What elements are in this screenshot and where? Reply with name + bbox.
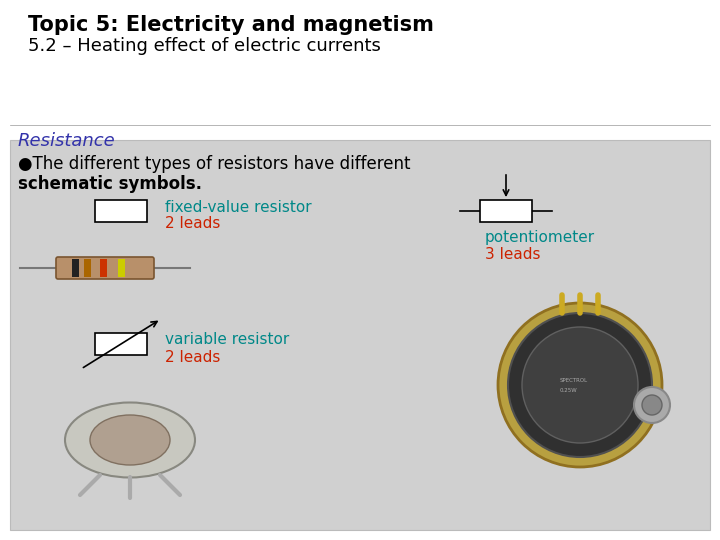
Bar [118,259,125,277]
Bar [84,259,91,277]
Circle shape [498,303,662,467]
FancyBboxPatch shape [56,257,154,279]
Circle shape [642,395,662,415]
Text: 0.25W: 0.25W [560,388,577,393]
Bar [95,200,147,222]
Text: potentiometer: potentiometer [485,230,595,245]
Bar [72,259,79,277]
Text: variable resistor: variable resistor [165,333,289,348]
Bar [100,259,107,277]
Text: 5.2 – Heating effect of electric currents: 5.2 – Heating effect of electric current… [28,37,381,55]
Text: fixed-value resistor: fixed-value resistor [165,199,312,214]
Text: schematic symbols.: schematic symbols. [18,175,202,193]
Circle shape [634,387,670,423]
Circle shape [508,313,652,457]
Bar [10,140,710,530]
Bar [95,333,147,355]
Ellipse shape [90,415,170,465]
Bar [480,200,532,222]
Ellipse shape [65,402,195,477]
Text: SPECTROL: SPECTROL [560,377,588,382]
Text: 2 leads: 2 leads [165,217,220,232]
Text: 3 leads: 3 leads [485,247,541,262]
Text: ●The different types of resistors have different: ●The different types of resistors have d… [18,155,410,173]
Text: Resistance: Resistance [18,132,116,150]
Text: 2 leads: 2 leads [165,349,220,364]
Text: Topic 5: Electricity and magnetism: Topic 5: Electricity and magnetism [28,15,434,35]
Circle shape [522,327,638,443]
